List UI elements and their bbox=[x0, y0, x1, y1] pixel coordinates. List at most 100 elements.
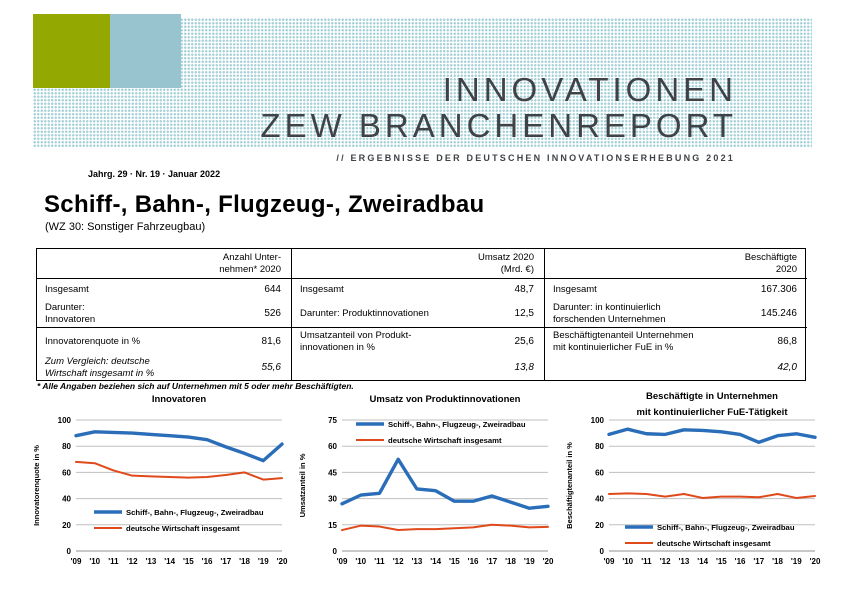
y-tick-label: 40 bbox=[595, 495, 604, 504]
x-tick-label: '11 bbox=[641, 557, 652, 566]
x-tick-label: '16 bbox=[468, 557, 479, 566]
brand-blue-square bbox=[110, 14, 181, 88]
table-row: Darunter: in kontinuierlich forschenden … bbox=[545, 300, 807, 327]
legend-label-1: deutsche Wirtschaft insgesamt bbox=[388, 436, 502, 445]
table-row: Umsatzanteil von Produkt- innovationen i… bbox=[292, 327, 544, 355]
x-tick-label: '12 bbox=[127, 557, 138, 566]
row-label: Darunter: in kontinuierlich forschenden … bbox=[553, 302, 666, 325]
x-tick-label: '09 bbox=[71, 557, 82, 566]
row-value: 644 bbox=[264, 284, 281, 295]
legend-label-0: Schiff-, Bahn-, Flugzeug-, Zweiradbau bbox=[657, 523, 795, 532]
table-row-comparison: 42,0 bbox=[545, 355, 807, 380]
x-tick-label: '10 bbox=[355, 557, 366, 566]
y-tick-label: 100 bbox=[591, 416, 605, 425]
x-tick-label: '11 bbox=[374, 557, 385, 566]
x-tick-label: '19 bbox=[524, 557, 535, 566]
table-row: Darunter: Produktinnovationen 12,5 bbox=[292, 300, 544, 327]
table-column-beschaeftigte: Beschäftigte 2020 Insgesamt 167.306 Daru… bbox=[544, 249, 807, 380]
x-tick-label: '15 bbox=[183, 557, 194, 566]
masthead-line-branchenreport: ZEW BRANCHENREPORT bbox=[260, 107, 737, 144]
y-tick-label: 0 bbox=[333, 547, 338, 556]
row-label: Darunter: Produktinnovationen bbox=[300, 307, 429, 319]
x-tick-label: '16 bbox=[202, 557, 213, 566]
row-value: 81,6 bbox=[261, 336, 281, 347]
row-label: Umsatzanteil von Produkt- innovationen i… bbox=[300, 330, 412, 353]
masthead-line-innovationen: INNOVATIONEN bbox=[442, 71, 737, 108]
x-tick-label: '09 bbox=[337, 557, 348, 566]
row-label: Insgesamt bbox=[553, 283, 597, 295]
series-line-1 bbox=[608, 492, 816, 499]
y-tick-label: 30 bbox=[328, 495, 337, 504]
row-value: 12,5 bbox=[514, 308, 534, 319]
table-row: Darunter: Innovatoren 526 bbox=[37, 300, 291, 327]
y-tick-label: 0 bbox=[67, 547, 72, 556]
row-label: Beschäftigtenanteil Unternehmen mit kont… bbox=[553, 330, 694, 353]
y-tick-label: 20 bbox=[595, 521, 604, 530]
series-line-1 bbox=[75, 460, 283, 481]
x-tick-label: '17 bbox=[753, 557, 764, 566]
row-label: Insgesamt bbox=[45, 283, 89, 295]
table-column-umsatz: Umsatz 2020 (Mrd. €) Insgesamt 48,7 Daru… bbox=[291, 249, 544, 380]
x-tick-label: '14 bbox=[430, 557, 441, 566]
y-tick-label: 60 bbox=[595, 468, 604, 477]
report-masthead: INNOVATIONEN ZEW BRANCHENREPORT bbox=[260, 72, 737, 144]
y-axis-label: Innovatorenquote in % bbox=[32, 445, 41, 526]
legend-label-0: Schiff-, Bahn-, Flugzeug-, Zweiradbau bbox=[388, 420, 526, 429]
y-tick-label: 60 bbox=[62, 468, 71, 477]
table-row: Insgesamt 644 bbox=[37, 279, 291, 300]
legend-label-1: deutsche Wirtschaft insgesamt bbox=[126, 524, 240, 533]
y-axis-label: Beschäftigtenanteil in % bbox=[565, 442, 574, 529]
row-value: 13,8 bbox=[514, 362, 534, 373]
x-tick-label: '18 bbox=[239, 557, 250, 566]
row-value: 48,7 bbox=[514, 284, 534, 295]
x-tick-label: '16 bbox=[735, 557, 746, 566]
column-header: Beschäftigte 2020 bbox=[545, 249, 807, 279]
chart-title: Beschäftigte in Unternehmen bbox=[646, 391, 778, 402]
y-tick-label: 0 bbox=[600, 547, 605, 556]
table-row-comparison: Zum Vergleich: deutsche Wirtschaft insge… bbox=[37, 355, 291, 380]
legend-label-1: deutsche Wirtschaft insgesamt bbox=[657, 539, 771, 548]
x-tick-label: '12 bbox=[660, 557, 671, 566]
row-label: Zum Vergleich: deutsche Wirtschaft insge… bbox=[45, 356, 155, 379]
issue-line: Jahrg. 29 · Nr. 19 · Januar 2022 bbox=[88, 169, 221, 179]
row-value: 42,0 bbox=[777, 362, 797, 373]
row-label: Insgesamt bbox=[300, 283, 344, 295]
y-tick-label: 40 bbox=[62, 495, 71, 504]
row-label: Darunter: Innovatoren bbox=[45, 302, 96, 325]
y-tick-label: 15 bbox=[328, 521, 337, 530]
chart-umsatz-produktinnovationen: Umsatz von Produktinnovationen 0 15 30 45 60 7… bbox=[296, 388, 558, 595]
y-tick-label: 60 bbox=[328, 442, 337, 451]
y-tick-label: 20 bbox=[62, 521, 71, 530]
page-title: Schiff-, Bahn-, Flugzeug-, Zweiradbau bbox=[44, 191, 485, 218]
key-figures-table: Anzahl Unter- nehmen* 2020 Insgesamt 644… bbox=[36, 248, 807, 381]
series-line-1 bbox=[341, 523, 549, 532]
x-tick-label: '18 bbox=[505, 557, 516, 566]
y-tick-label: 80 bbox=[62, 442, 71, 451]
x-tick-label: '14 bbox=[164, 557, 175, 566]
row-value: 145.246 bbox=[760, 308, 797, 319]
x-tick-label: '20 bbox=[543, 557, 554, 566]
series-line-0 bbox=[607, 427, 817, 444]
y-axis-label: Umsatzanteil in % bbox=[298, 453, 307, 517]
x-tick-label: '10 bbox=[622, 557, 633, 566]
series-line-0 bbox=[74, 430, 284, 463]
line-chart: Umsatz von Produktinnovationen 0 15 30 45 60 7… bbox=[298, 394, 554, 566]
table-column-unternehmen: Anzahl Unter- nehmen* 2020 Insgesamt 644… bbox=[37, 249, 291, 380]
x-tick-label: '15 bbox=[449, 557, 460, 566]
x-tick-label: '17 bbox=[220, 557, 231, 566]
row-label: Innovatorenquote in % bbox=[45, 335, 141, 347]
column-header: Umsatz 2020 (Mrd. €) bbox=[292, 249, 544, 279]
x-tick-label: '15 bbox=[716, 557, 727, 566]
column-header: Anzahl Unter- nehmen* 2020 bbox=[37, 249, 291, 279]
legend-label-0: Schiff-, Bahn-, Flugzeug-, Zweiradbau bbox=[126, 508, 264, 517]
x-tick-label: '19 bbox=[791, 557, 802, 566]
series-line-0 bbox=[340, 457, 550, 510]
x-tick-label: '18 bbox=[772, 557, 783, 566]
y-tick-label: 100 bbox=[58, 416, 72, 425]
table-row: Insgesamt 167.306 bbox=[545, 279, 807, 300]
x-tick-label: '13 bbox=[679, 557, 690, 566]
table-row-comparison: 13,8 bbox=[292, 355, 544, 380]
brand-green-square bbox=[33, 14, 110, 88]
x-tick-label: '09 bbox=[604, 557, 615, 566]
chart-title: Innovatoren bbox=[152, 394, 207, 405]
